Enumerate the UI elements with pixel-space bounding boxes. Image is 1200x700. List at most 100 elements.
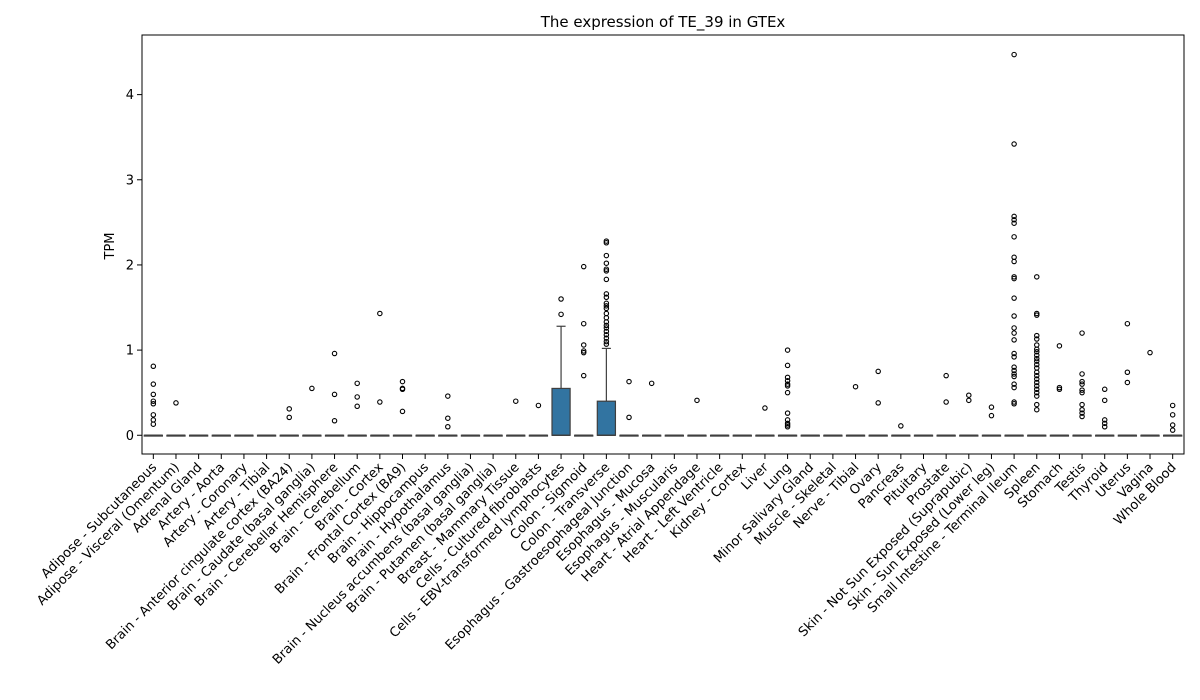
- box-24: [687, 397, 707, 437]
- outlier-point: [603, 291, 610, 297]
- box-33: [891, 423, 911, 437]
- box-2: [188, 434, 209, 437]
- outlier-point: [1011, 381, 1017, 387]
- outlier-point: [1034, 401, 1040, 408]
- outlier-point: [535, 402, 542, 409]
- outlier-point: [1169, 402, 1176, 409]
- box-11: [392, 378, 413, 437]
- box-5: [256, 434, 277, 437]
- outlier-point: [784, 420, 791, 427]
- outlier-point: [784, 378, 791, 384]
- box-13: [438, 393, 458, 437]
- plot-frame: [141, 34, 1185, 455]
- box-body: [551, 387, 571, 436]
- outlier-point: [1034, 312, 1040, 318]
- outlier-point: [1034, 346, 1040, 352]
- outlier-point: [988, 404, 995, 410]
- box-37: [981, 404, 1002, 437]
- box-20: [596, 238, 617, 437]
- outlier-point: [988, 412, 995, 419]
- outlier-point: [1034, 332, 1040, 339]
- outlier-point: [1034, 310, 1040, 317]
- outlier-point: [354, 394, 360, 400]
- y-tick-label: 1: [126, 344, 134, 359]
- outlier-point: [1079, 330, 1085, 336]
- outlier-point: [603, 332, 610, 338]
- outlier-point: [286, 414, 292, 421]
- outlier-point: [1011, 141, 1017, 147]
- outlier-point: [784, 374, 791, 381]
- outlier-point: [1011, 330, 1017, 336]
- outlier-point: [784, 383, 791, 389]
- chart-title: The expression of TE_39 in GTEx: [540, 13, 786, 32]
- outlier-point: [1011, 364, 1017, 370]
- outlier-point: [875, 400, 881, 406]
- outlier-point: [150, 398, 157, 404]
- box-18: [551, 296, 571, 437]
- outlier-point: [1169, 422, 1176, 428]
- box-23: [664, 434, 684, 437]
- outlier-point: [603, 322, 610, 329]
- outlier-point: [966, 392, 972, 398]
- box-40: [1049, 343, 1070, 437]
- box-43: [1117, 320, 1138, 437]
- outlier-point: [784, 417, 791, 423]
- outlier-point: [1034, 386, 1040, 393]
- box-21: [619, 378, 639, 437]
- outlier-point: [1011, 217, 1017, 223]
- outlier-point: [558, 311, 564, 318]
- outlier-point: [150, 421, 157, 427]
- outlier-point: [1079, 378, 1085, 385]
- outlier-point: [852, 383, 859, 390]
- outlier-point: [1034, 406, 1040, 413]
- outlier-point: [603, 319, 610, 325]
- outlier-point: [943, 372, 949, 379]
- outlier-point: [580, 348, 587, 354]
- outlier-point: [1169, 412, 1176, 418]
- outlier-point: [150, 381, 157, 387]
- outlier-point: [354, 403, 360, 410]
- outlier-point: [1056, 343, 1063, 349]
- outlier-point: [1034, 393, 1040, 399]
- outlier-point: [150, 391, 157, 398]
- box-30: [823, 434, 843, 437]
- outlier-point: [966, 397, 972, 404]
- box-42: [1095, 386, 1115, 437]
- outlier-point: [784, 347, 791, 353]
- outlier-point: [603, 238, 610, 244]
- outlier-point: [694, 397, 700, 404]
- box-series: [143, 51, 1183, 437]
- outlier-point: [784, 362, 791, 369]
- outlier-point: [1124, 320, 1131, 327]
- outlier-point: [1079, 401, 1085, 408]
- outlier-point: [1011, 384, 1017, 391]
- y-tick-label: 0: [126, 429, 134, 444]
- outlier-point: [1011, 399, 1017, 405]
- outlier-point: [1101, 397, 1108, 404]
- outlier-point: [784, 423, 791, 430]
- outlier-point: [1011, 275, 1017, 282]
- outlier-point: [603, 276, 610, 283]
- box-16: [506, 398, 526, 437]
- outlier-point: [1079, 413, 1085, 420]
- outlier-point: [286, 406, 292, 412]
- box-29: [800, 434, 820, 437]
- box-45: [1163, 402, 1183, 437]
- outlier-point: [580, 342, 587, 348]
- outlier-point: [1011, 258, 1017, 265]
- outlier-point: [1101, 386, 1108, 393]
- box-17: [528, 402, 549, 437]
- box-27: [755, 405, 775, 437]
- outlier-point: [784, 410, 791, 416]
- outlier-point: [762, 405, 768, 411]
- box-12: [415, 434, 435, 437]
- outlier-point: [1079, 406, 1085, 413]
- outlier-point: [1011, 350, 1017, 357]
- outlier-point: [603, 294, 610, 301]
- box-15: [483, 434, 503, 437]
- box-25: [709, 434, 730, 437]
- y-tick-label: 3: [126, 173, 134, 188]
- outlier-point: [1101, 420, 1108, 427]
- box-9: [347, 380, 367, 437]
